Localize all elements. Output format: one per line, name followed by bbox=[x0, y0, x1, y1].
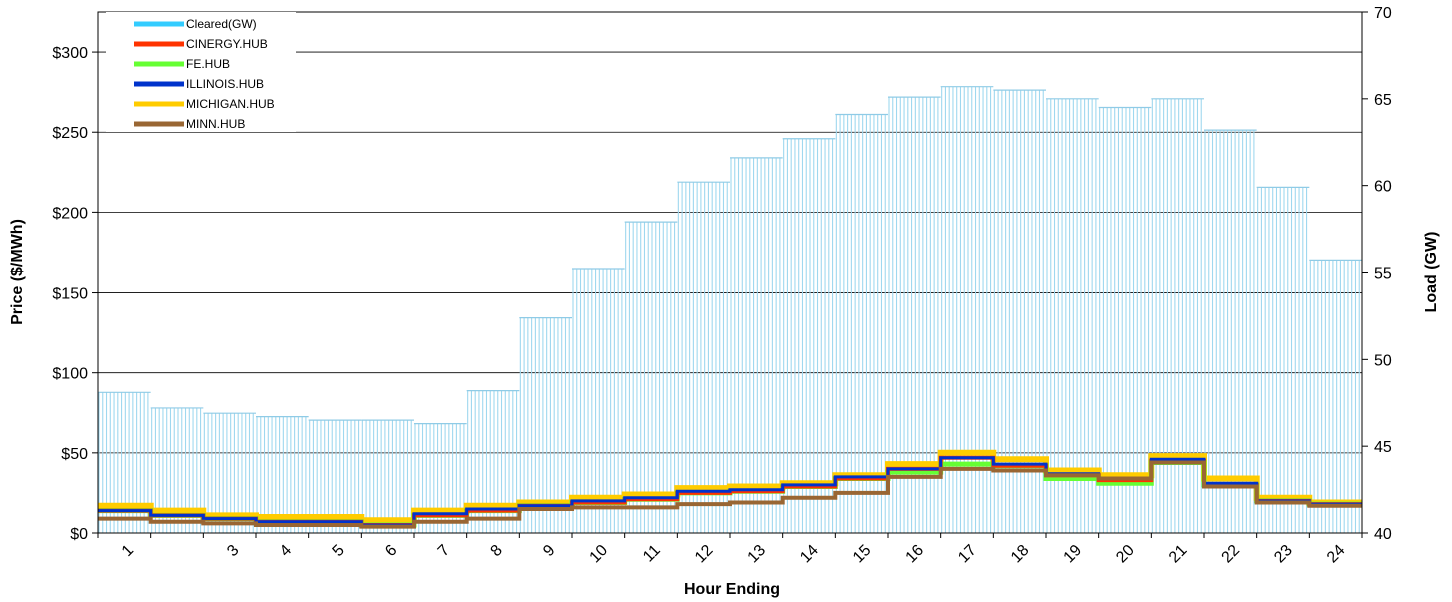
cleared-bar-hour-9 bbox=[519, 317, 572, 533]
cleared-bar-hour-24 bbox=[1309, 259, 1362, 533]
legend-item: Cleared(GW) bbox=[134, 17, 257, 31]
y2-tick-label: 55 bbox=[1374, 266, 1392, 283]
cleared-bar-hour-21 bbox=[1151, 98, 1204, 533]
x-tick-label: 12 bbox=[692, 542, 717, 567]
legend: Cleared(GW) CINERGY.HUB FE.HUB ILLINOIS.HUB… bbox=[106, 12, 296, 132]
y-tick-label: $300 bbox=[52, 45, 88, 62]
legend-label: ILLINOIS.HUB bbox=[186, 77, 264, 91]
x-tick-label: 21 bbox=[1166, 542, 1191, 567]
legend-label: Cleared(GW) bbox=[186, 17, 257, 31]
cleared-load-bars bbox=[98, 86, 1362, 533]
cleared-bar-hour-11 bbox=[624, 221, 678, 533]
x-tick-label: 22 bbox=[1219, 542, 1244, 567]
x-tick-label: 15 bbox=[850, 542, 875, 567]
legend-box bbox=[106, 12, 296, 132]
x-tick-label: 7 bbox=[435, 542, 453, 560]
price-lines bbox=[98, 449, 1362, 529]
legend-item: FE.HUB bbox=[134, 57, 230, 71]
x-tick-label: 19 bbox=[1061, 542, 1086, 567]
cleared-bar-hour-6 bbox=[361, 419, 414, 533]
cleared-bar-hour-23 bbox=[1256, 186, 1310, 533]
legend-item: MICHIGAN.HUB bbox=[134, 97, 275, 111]
cleared-bar-hour-15 bbox=[835, 113, 888, 533]
cleared-bar-hour-22 bbox=[1204, 129, 1257, 533]
x-tick-label: 5 bbox=[330, 542, 348, 560]
x-tick-label: 23 bbox=[1271, 542, 1296, 567]
x-tick-label: 13 bbox=[745, 542, 770, 567]
y-axis-title: Price ($/MWh) bbox=[9, 219, 26, 325]
legend-item: ILLINOIS.HUB bbox=[134, 77, 264, 91]
y2-tick-label: 40 bbox=[1374, 526, 1392, 543]
y2-tick-label: 65 bbox=[1374, 92, 1392, 109]
legend-item: CINERGY.HUB bbox=[134, 37, 268, 51]
legend-label: FE.HUB bbox=[186, 57, 230, 71]
y-tick-label: $200 bbox=[52, 205, 88, 222]
x-tick-label: 16 bbox=[903, 542, 928, 567]
y2-tick-label: 60 bbox=[1374, 179, 1392, 196]
cleared-bar-hour-14 bbox=[782, 138, 836, 533]
legend-item: MINN.HUB bbox=[134, 117, 245, 131]
cleared-bar-hour-16 bbox=[888, 96, 941, 533]
y2-tick-label: 70 bbox=[1374, 5, 1392, 22]
x-tick-label: 20 bbox=[1113, 542, 1138, 567]
x-tick-label: 10 bbox=[587, 542, 612, 567]
y-tick-label: $50 bbox=[61, 446, 88, 463]
x-tick-label: 4 bbox=[277, 542, 295, 560]
legend-label: MINN.HUB bbox=[186, 117, 245, 131]
x-tick-label: 1 bbox=[119, 542, 137, 560]
cleared-bar-hour-12 bbox=[677, 181, 730, 533]
legend-label: CINERGY.HUB bbox=[186, 37, 268, 51]
x-tick-label: 6 bbox=[382, 542, 400, 560]
x-tick-label: 24 bbox=[1324, 542, 1349, 567]
x-tick-label: 17 bbox=[955, 542, 980, 567]
series-line-minn-hub bbox=[98, 460, 1362, 529]
y-tick-label: $150 bbox=[52, 286, 88, 303]
y2-tick-label: 50 bbox=[1374, 352, 1392, 369]
cleared-bar-hour-20 bbox=[1098, 106, 1152, 533]
y-tick-label: $250 bbox=[52, 125, 88, 142]
y-tick-label: $100 bbox=[52, 366, 88, 383]
x-tick-label: 11 bbox=[640, 542, 664, 566]
x-tick-label: 3 bbox=[224, 542, 242, 560]
cleared-bar-hour-10 bbox=[572, 268, 625, 533]
x-tick-label: 14 bbox=[797, 542, 822, 567]
cleared-bar-hour-4 bbox=[256, 416, 309, 533]
x-axis-title: Hour Ending bbox=[684, 581, 780, 598]
legend-label: MICHIGAN.HUB bbox=[186, 97, 275, 111]
x-tick-label: 8 bbox=[488, 542, 506, 560]
cleared-bar-hour-13 bbox=[730, 157, 783, 533]
y2-tick-label: 45 bbox=[1374, 439, 1392, 456]
gridlines bbox=[98, 51, 1362, 454]
x-tick-label: 9 bbox=[540, 542, 558, 560]
y2-axis-title: Load (GW) bbox=[1423, 232, 1440, 313]
x-tick-label: 18 bbox=[1008, 542, 1033, 567]
y-tick-label: $0 bbox=[70, 526, 88, 543]
